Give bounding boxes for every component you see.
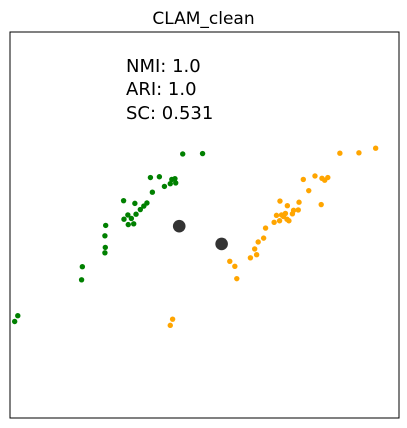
data-point-0-27	[180, 151, 186, 157]
data-point-1-23	[284, 203, 291, 209]
data-point-1-8	[255, 239, 261, 245]
data-point-1-34	[372, 145, 379, 151]
data-point-1-20	[290, 207, 297, 214]
data-point-1-32	[337, 150, 343, 156]
data-point-1-7	[253, 252, 260, 258]
data-point-1-16	[282, 210, 289, 217]
data-point-0-18	[132, 200, 138, 207]
data-point-1-1	[169, 316, 176, 322]
data-point-1-6	[251, 246, 258, 252]
data-point-0-20	[161, 183, 168, 190]
data-point-1-11	[271, 219, 277, 225]
data-point-0-1	[15, 313, 21, 319]
data-point-1-9	[260, 235, 267, 241]
data-point-0-0	[11, 318, 18, 325]
data-point-1-12	[273, 212, 280, 219]
data-point-0-19	[149, 189, 156, 195]
data-point-1-27	[300, 176, 307, 183]
centroid-point-0	[172, 219, 186, 233]
data-point-0-22	[173, 180, 179, 186]
data-point-0-3	[79, 263, 86, 270]
data-point-0-2	[78, 277, 85, 283]
data-point-0-12	[125, 212, 131, 218]
data-point-0-26	[172, 175, 178, 182]
data-point-0-16	[144, 200, 150, 206]
data-point-0-21	[167, 181, 173, 187]
chart-title: CLAM_clean	[152, 9, 254, 29]
data-points	[11, 145, 379, 329]
data-point-0-9	[125, 221, 131, 228]
annotations: NMI: 1.0 ARI: 1.0 SC: 0.531	[126, 56, 213, 124]
data-point-1-21	[295, 207, 301, 213]
data-point-1-5	[247, 255, 254, 261]
data-point-1-33	[356, 150, 362, 156]
centroid-point-1	[215, 237, 228, 251]
data-point-1-22	[277, 198, 283, 204]
data-point-1-18	[286, 218, 292, 224]
data-point-1-31	[325, 174, 331, 181]
data-point-0-6	[102, 233, 108, 239]
data-point-0-14	[137, 206, 144, 213]
data-point-0-17	[120, 197, 127, 204]
data-point-1-3	[232, 263, 238, 269]
data-point-1-4	[234, 275, 240, 282]
data-point-0-10	[128, 215, 135, 222]
annotation-nmi: NMI: 1.0	[126, 56, 201, 77]
data-point-1-26	[306, 187, 312, 194]
data-point-0-8	[121, 216, 127, 222]
data-point-1-28	[312, 173, 318, 179]
annotation-sc: SC: 0.531	[126, 103, 213, 124]
data-point-1-10	[262, 225, 269, 231]
centroids	[172, 219, 228, 251]
plot-frame	[9, 31, 400, 419]
data-point-0-11	[131, 221, 137, 227]
annotation-ari: ARI: 1.0	[126, 79, 197, 100]
data-point-0-28	[199, 150, 206, 157]
data-point-1-2	[227, 258, 233, 264]
data-point-1-13	[276, 218, 283, 224]
data-point-0-7	[102, 222, 109, 229]
data-point-1-24	[296, 199, 302, 205]
data-point-0-25	[156, 174, 163, 180]
data-point-0-4	[102, 250, 108, 256]
data-point-0-5	[102, 244, 109, 251]
data-point-1-25	[318, 201, 324, 208]
data-point-0-24	[147, 174, 154, 181]
data-point-0-13	[133, 211, 139, 217]
data-point-1-0	[167, 322, 173, 329]
